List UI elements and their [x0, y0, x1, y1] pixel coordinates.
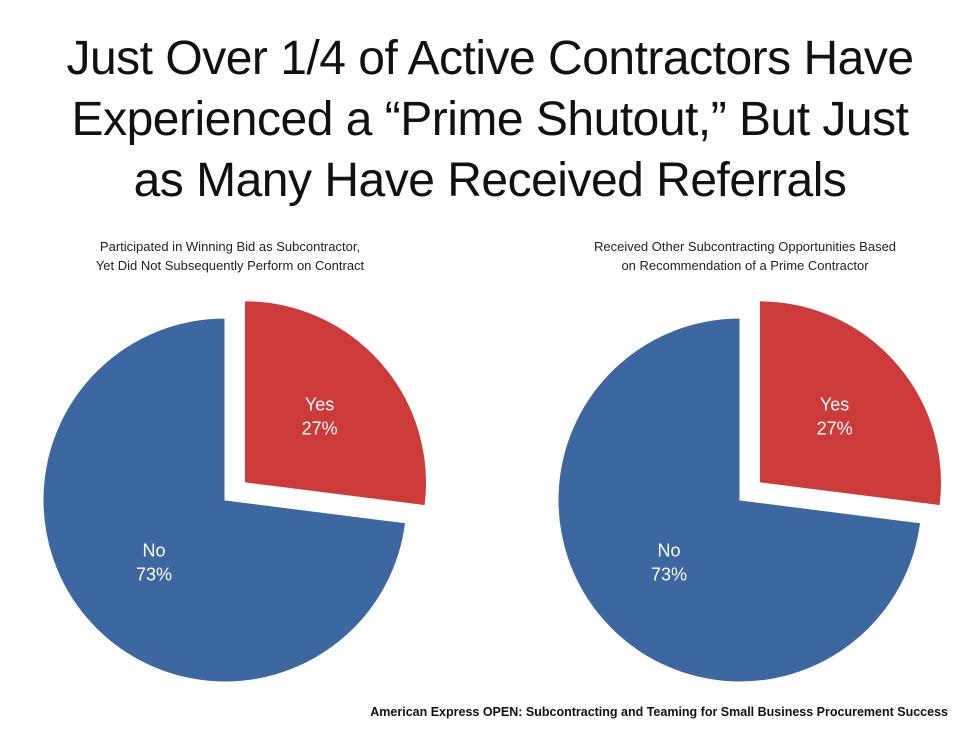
left-pie-slice-yes: [244, 300, 428, 507]
right-pie-label-no: No: [658, 541, 681, 561]
right-pie-value-yes: 27%: [817, 419, 853, 439]
left-pie-value-no: 73%: [136, 565, 172, 585]
right-pie-value-no: 73%: [651, 565, 687, 585]
title-line-2: Experienced a “Prime Shutout,” But Just: [71, 93, 909, 146]
right-pie-slice-yes: [759, 300, 943, 507]
right-pie-subtitle-line-2: on Recommendation of a Prime Contractor: [621, 258, 869, 273]
left-pie-subtitle-line-1: Participated in Winning Bid as Subcontra…: [99, 239, 361, 254]
source-footnote: American Express OPEN: Subcontracting an…: [370, 705, 948, 719]
left-pie-label-yes: Yes: [305, 395, 334, 415]
right-pie-subtitle: Received Other Subcontracting Opportunit…: [545, 237, 945, 275]
chart-title: Just Over 1/4 of Active Contractors Have…: [0, 28, 980, 211]
left-pie-value-yes: 27%: [302, 419, 338, 439]
right-pie-label-yes: Yes: [820, 395, 849, 415]
left-pie-subtitle-line-2: Yet Did Not Subsequently Perform on Cont…: [95, 258, 365, 273]
right-pie-slice-no: [557, 317, 922, 683]
left-pie-slice-no: [42, 317, 407, 683]
left-pie-subtitle: Participated in Winning Bid as Subcontra…: [30, 237, 430, 275]
left-pie-label-no: No: [143, 541, 166, 561]
right-pie-subtitle-line-1: Received Other Subcontracting Opportunit…: [593, 239, 897, 254]
title-line-1: Just Over 1/4 of Active Contractors Have: [66, 32, 914, 85]
title-line-3: as Many Have Received Referrals: [133, 154, 847, 207]
